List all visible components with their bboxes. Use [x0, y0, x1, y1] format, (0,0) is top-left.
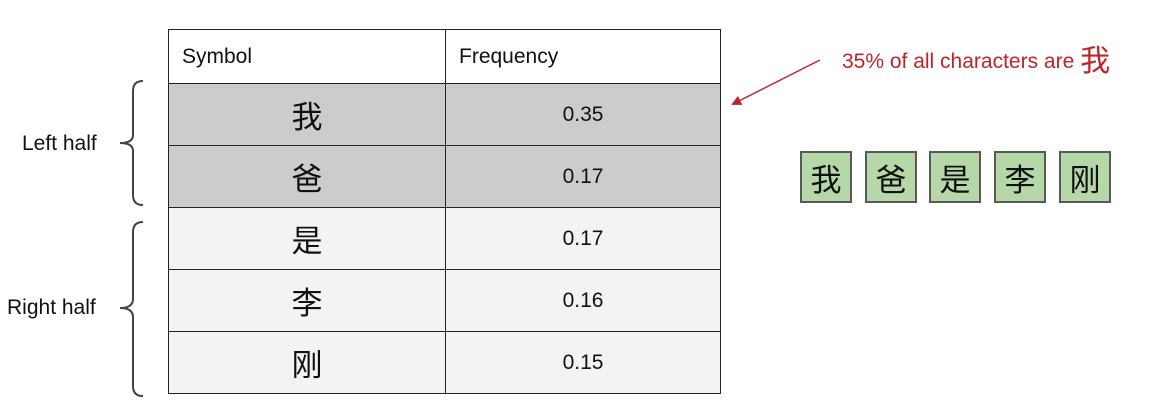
frequency-cell: 0.35 [445, 83, 721, 146]
char-box: 爸 [865, 151, 917, 203]
header-symbol: Symbol [168, 29, 446, 84]
table-row: 爸 0.17 [168, 145, 721, 208]
symbol-cell: 刚 [168, 331, 446, 394]
frequency-cell: 0.17 [445, 207, 721, 270]
right-half-label: Right half [7, 296, 96, 319]
table-row: 刚 0.15 [168, 331, 721, 394]
frequency-cell: 0.16 [445, 269, 721, 332]
table-header-row: Symbol Frequency [168, 29, 721, 84]
table-row: 李 0.16 [168, 269, 721, 332]
right-half-brace [119, 221, 144, 397]
header-frequency: Frequency [445, 29, 721, 84]
frequency-cell: 0.15 [445, 331, 721, 394]
table-row: 我 0.35 [168, 83, 721, 146]
char-box: 我 [800, 151, 852, 203]
char-box: 是 [929, 151, 981, 203]
left-half-brace [119, 80, 144, 206]
callout-text: 35% of all characters are [842, 50, 1081, 73]
callout-char: 我 [1080, 44, 1111, 79]
frequency-cell: 0.17 [445, 145, 721, 208]
char-box: 李 [994, 151, 1046, 203]
callout-note: 35% of all characters are 我 [842, 36, 1110, 80]
frequency-table: Symbol Frequency 我 0.35 爸 0.17 是 0.17 李 … [168, 29, 721, 394]
char-box: 刚 [1059, 151, 1111, 203]
table-row: 是 0.17 [168, 207, 721, 270]
symbol-cell: 李 [168, 269, 446, 332]
left-half-label: Left half [22, 132, 97, 155]
symbol-cell: 爸 [168, 145, 446, 208]
